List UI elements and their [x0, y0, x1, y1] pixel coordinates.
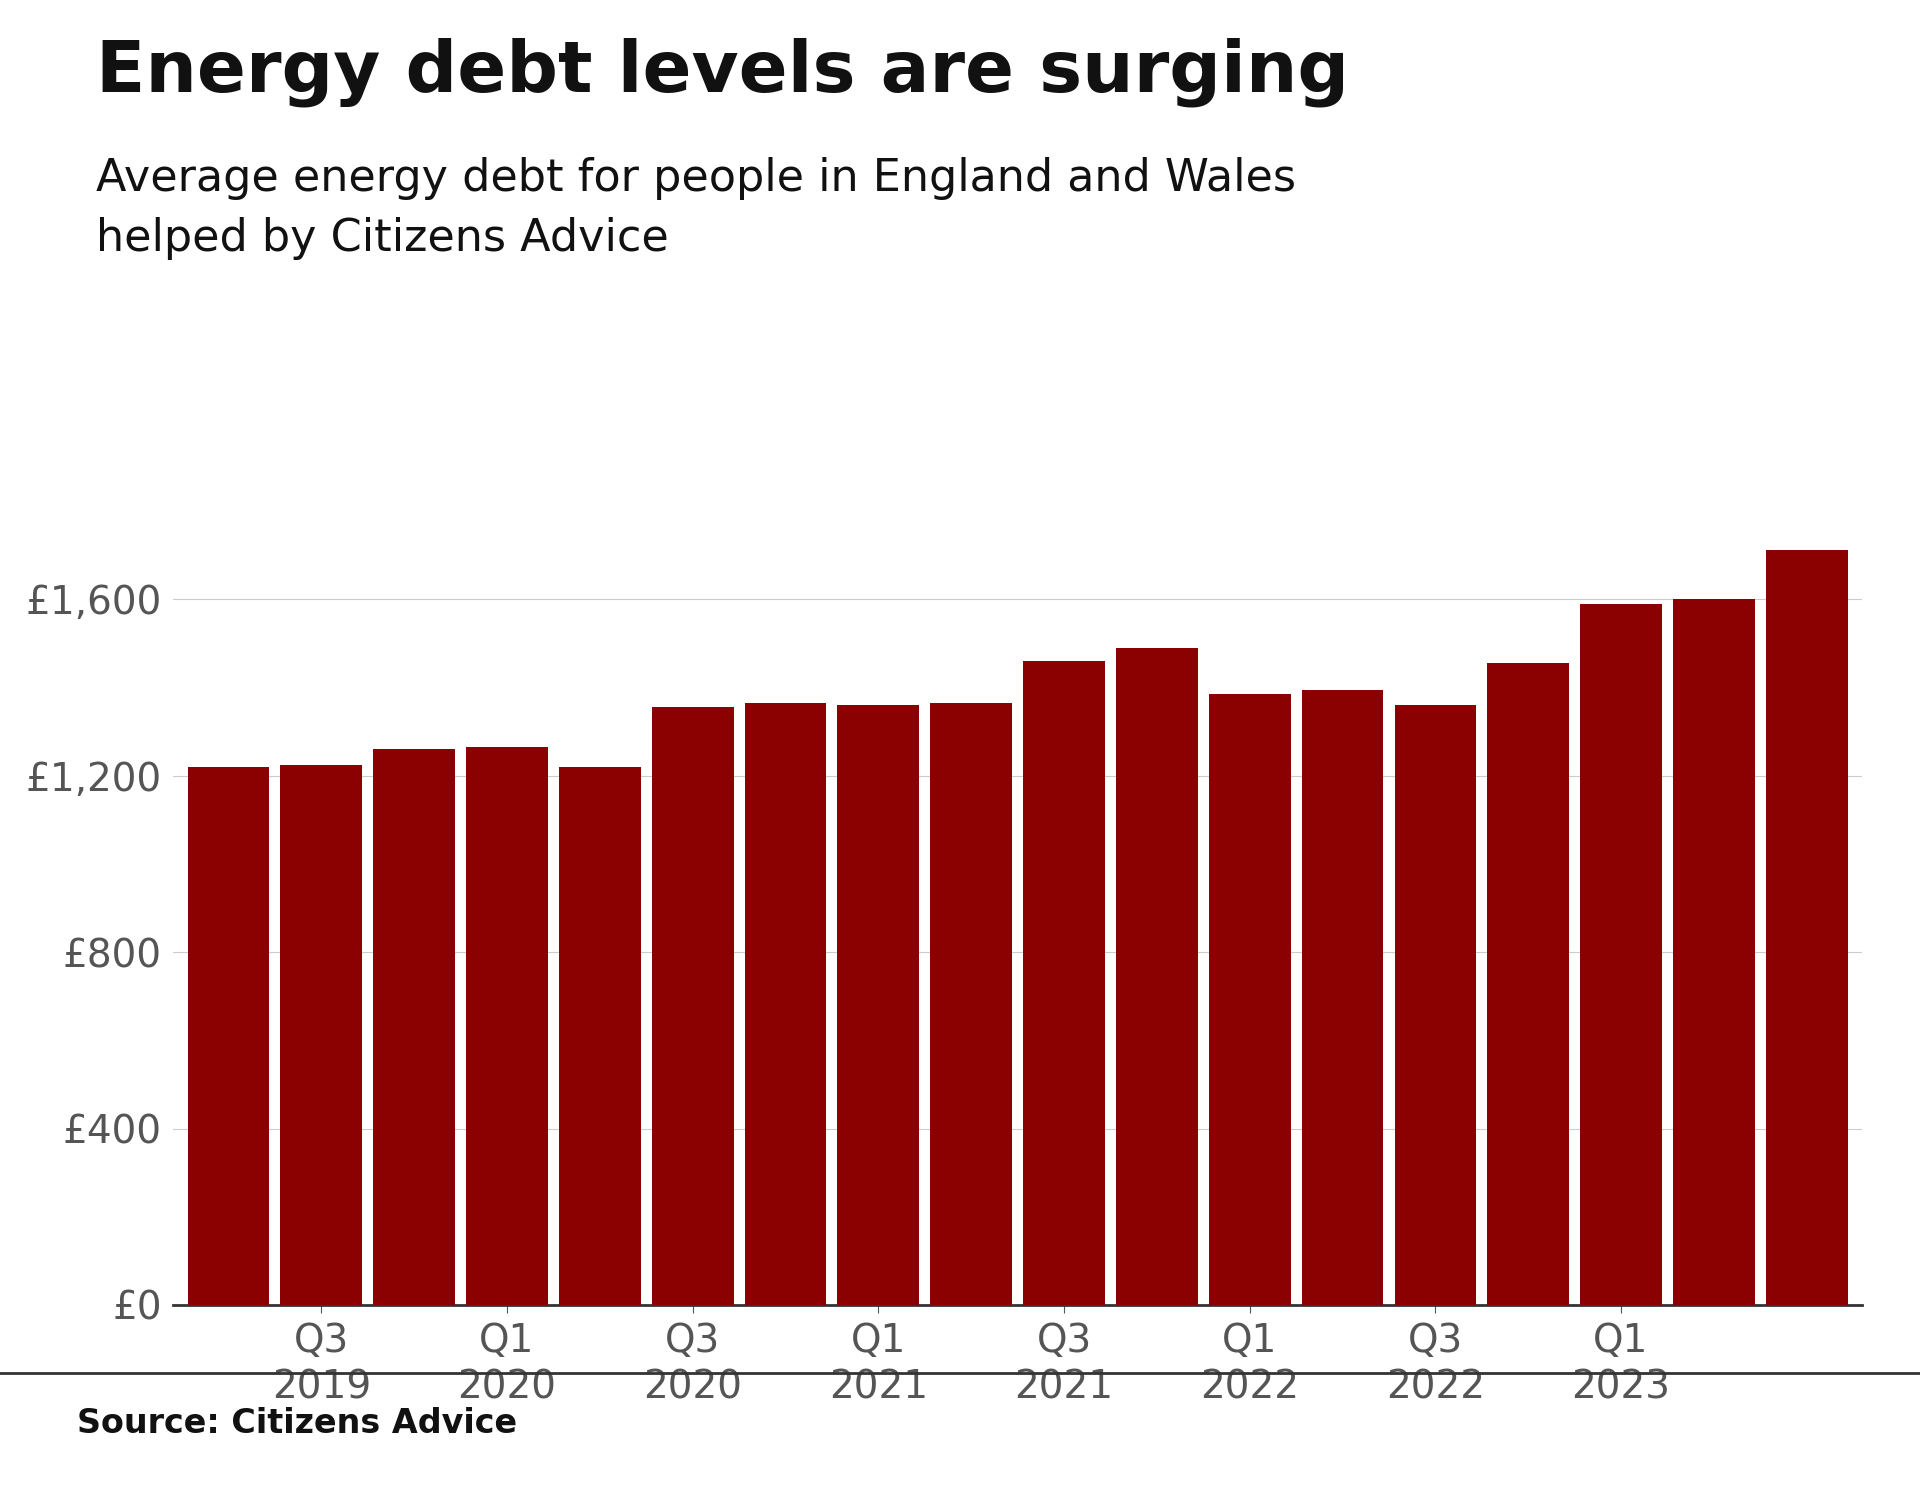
Bar [745, 704, 826, 1305]
Bar [559, 766, 641, 1305]
Bar [1116, 648, 1198, 1305]
Bar [1394, 705, 1476, 1305]
Bar [1766, 550, 1847, 1305]
Text: B: B [1688, 1413, 1715, 1446]
Bar [188, 766, 269, 1305]
Bar [467, 747, 547, 1305]
Bar [1023, 662, 1104, 1305]
Bar [1488, 663, 1569, 1305]
Text: C: C [1860, 1413, 1887, 1446]
Bar [931, 704, 1012, 1305]
Bar [1302, 690, 1384, 1305]
Bar [837, 705, 920, 1305]
Text: Average energy debt for people in England and Wales
helped by Citizens Advice: Average energy debt for people in Englan… [96, 158, 1296, 261]
Text: Energy debt levels are surging: Energy debt levels are surging [96, 38, 1350, 106]
Bar [1672, 598, 1755, 1305]
Bar [651, 706, 733, 1305]
Text: B: B [1774, 1413, 1801, 1446]
Bar [280, 765, 363, 1305]
Bar [1580, 603, 1663, 1305]
Text: Source: Citizens Advice: Source: Citizens Advice [77, 1407, 516, 1440]
Bar [1210, 694, 1290, 1305]
Bar [372, 748, 455, 1305]
